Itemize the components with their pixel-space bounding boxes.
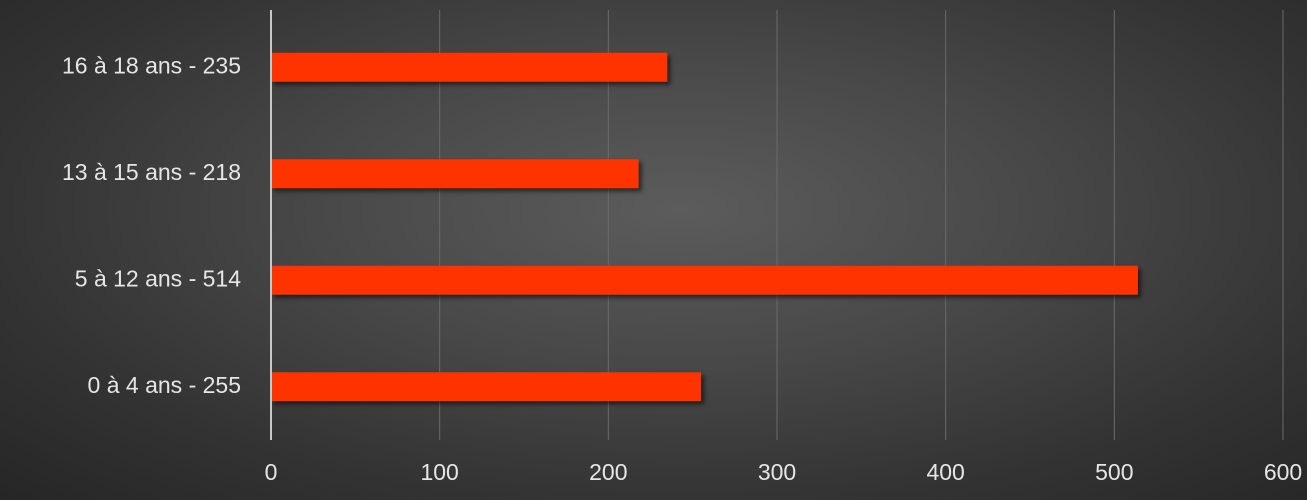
x-tick-labels: 0 100 200 300 400 500 600 [265, 459, 1303, 485]
category-label: 16 à 18 ans - 235 [62, 52, 241, 78]
x-tick-label: 200 [589, 459, 627, 485]
x-tick-label: 500 [1095, 459, 1133, 485]
category-label: 0 à 4 ans - 255 [88, 372, 241, 398]
x-tick-label: 300 [758, 459, 796, 485]
category-label: 13 à 15 ans - 218 [62, 159, 241, 185]
x-tick-label: 600 [1264, 459, 1302, 485]
x-tick-label: 0 [265, 459, 278, 485]
bar [271, 265, 1138, 295]
bar [271, 159, 639, 189]
category-label: 5 à 12 ans - 514 [75, 265, 241, 291]
bar [271, 372, 702, 402]
bar-series [271, 52, 1138, 402]
x-tick-label: 400 [926, 459, 964, 485]
bar [271, 52, 668, 82]
category-labels: 0 à 4 ans - 255 5 à 12 ans - 514 13 à 15 a… [62, 52, 241, 398]
x-tick-label: 100 [420, 459, 458, 485]
